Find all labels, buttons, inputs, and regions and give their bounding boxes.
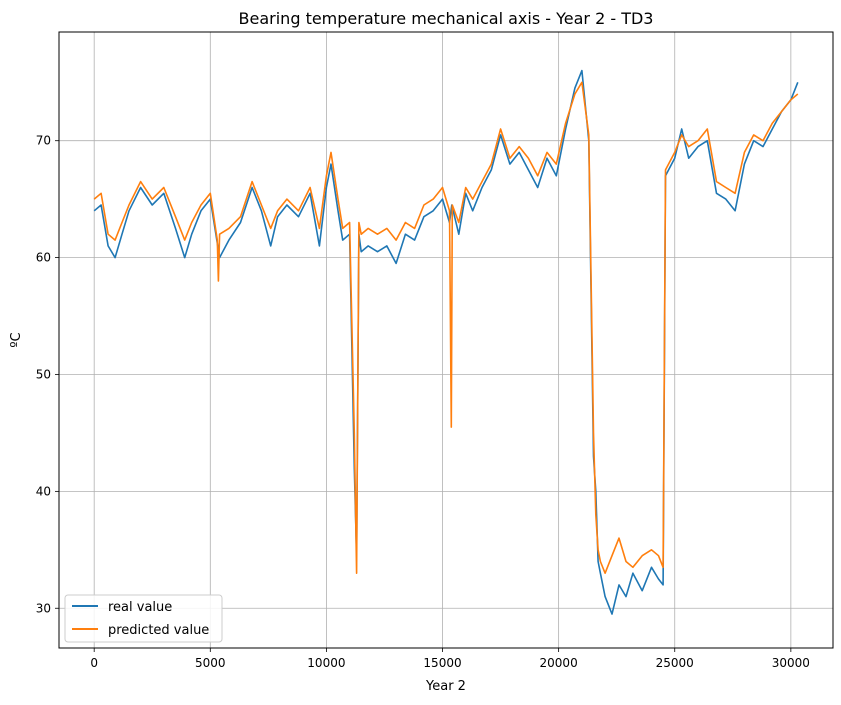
x-tick-label: 0: [90, 656, 98, 670]
y-axis-label: ºC: [9, 332, 24, 347]
y-tick-label: 40: [36, 484, 51, 498]
legend-label-real-value: real value: [108, 600, 172, 615]
series-lines: [93, 69, 799, 615]
legend: real value predicted value: [64, 594, 223, 643]
x-tick-label: 10000: [307, 656, 345, 670]
y-tick-label: 70: [36, 134, 51, 148]
y-tick-label: 60: [36, 251, 51, 265]
x-tick-label: 30000: [772, 656, 810, 670]
legend-label-predicted-value: predicted value: [108, 623, 209, 638]
x-tick-label: 15000: [423, 656, 461, 670]
x-tick-label: 25000: [656, 656, 694, 670]
chart-title: Bearing temperature mechanical axis - Ye…: [239, 9, 654, 28]
x-tick-label: 20000: [540, 656, 578, 670]
x-tick-label: 5000: [195, 656, 226, 670]
series-line-predicted-value: [93, 81, 799, 574]
legend-box: [64, 594, 223, 643]
series-line-real-value: [93, 69, 799, 615]
plot-frame: [58, 31, 834, 649]
y-tick-label: 30: [36, 601, 51, 615]
axis-ticks: 0 5000 10000 15000 20000 25000 30000 30 40 50 60 70: [36, 134, 810, 670]
x-axis-label: Year 2: [425, 679, 466, 694]
y-tick-label: 50: [36, 367, 51, 381]
